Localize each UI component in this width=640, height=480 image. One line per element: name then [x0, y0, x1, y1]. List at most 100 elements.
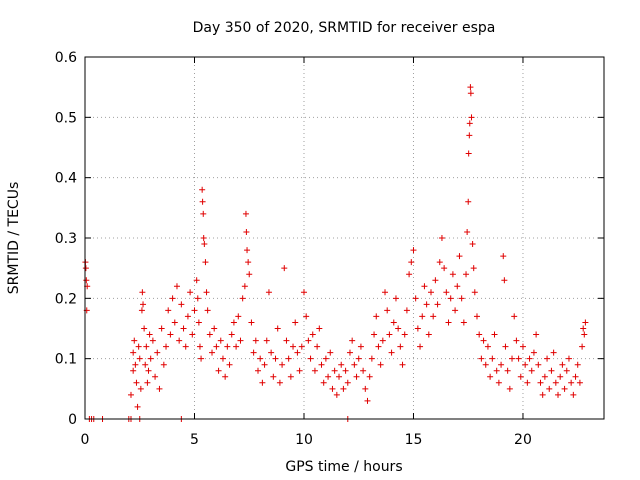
data-point [165, 307, 172, 314]
data-point [366, 373, 373, 380]
data-point [546, 385, 553, 392]
data-point [434, 301, 441, 308]
data-point [198, 355, 205, 362]
data-point [322, 355, 329, 362]
data-point [305, 337, 312, 344]
data-point [194, 295, 201, 302]
data-point [550, 349, 557, 356]
data-point [535, 361, 542, 368]
data-point [180, 325, 187, 332]
data-point [570, 391, 577, 398]
data-point [235, 313, 242, 320]
data-point [436, 259, 443, 266]
data-point [147, 355, 154, 362]
data-point [250, 349, 257, 356]
data-point [298, 343, 305, 350]
data-point [196, 343, 203, 350]
data-point [338, 361, 345, 368]
data-point [456, 253, 463, 260]
data-points [82, 84, 589, 422]
data-point [395, 325, 402, 332]
data-point [421, 283, 428, 290]
data-point [557, 373, 564, 380]
data-point [244, 247, 251, 254]
data-point [386, 331, 393, 338]
data-point [544, 355, 551, 362]
data-point [340, 385, 347, 392]
data-point [561, 385, 568, 392]
data-point [209, 349, 216, 356]
data-point [482, 361, 489, 368]
data-point [160, 361, 167, 368]
data-point [360, 367, 367, 374]
data-point [224, 343, 231, 350]
data-point [502, 343, 509, 350]
data-point [342, 367, 349, 374]
data-point [169, 295, 176, 302]
data-point [470, 265, 477, 272]
data-point [428, 289, 434, 296]
data-point [211, 325, 218, 332]
data-point [149, 337, 156, 344]
data-point [327, 349, 334, 356]
data-point [241, 283, 248, 290]
data-point [294, 349, 301, 356]
x-axis-label: GPS time / hours [285, 459, 402, 475]
data-point [204, 307, 211, 314]
data-point [268, 349, 275, 356]
data-point [279, 361, 286, 368]
data-point [498, 361, 505, 368]
data-point [515, 355, 522, 362]
data-point [135, 343, 142, 350]
data-point [384, 307, 391, 314]
data-point [203, 289, 210, 296]
data-point [246, 271, 253, 278]
data-point [200, 235, 207, 241]
data-point [484, 343, 491, 350]
data-point [465, 150, 472, 157]
data-point [272, 355, 279, 362]
data-point [491, 331, 498, 338]
data-point [568, 379, 575, 386]
data-point [195, 319, 202, 326]
data-point [184, 313, 191, 320]
y-tick-label: 0.4 [55, 171, 77, 187]
data-point [296, 367, 303, 374]
data-point [445, 319, 452, 326]
data-point [285, 355, 292, 362]
data-point [408, 259, 415, 266]
data-point [189, 331, 196, 338]
data-point [131, 337, 138, 344]
data-point [292, 319, 299, 326]
data-point [432, 277, 439, 284]
data-point [158, 325, 165, 332]
data-point [143, 343, 150, 350]
data-point [377, 361, 384, 368]
data-point [565, 355, 572, 362]
data-point [239, 295, 246, 302]
data-point [290, 343, 297, 350]
data-point [325, 373, 332, 380]
data-point [423, 301, 430, 308]
data-point [581, 331, 588, 338]
data-point [309, 331, 316, 338]
data-point [83, 277, 90, 284]
data-point [487, 373, 494, 380]
data-point [138, 307, 145, 314]
data-point [373, 313, 380, 320]
data-point [173, 283, 180, 290]
data-point [311, 367, 318, 374]
data-point [463, 271, 470, 278]
data-point [390, 319, 397, 326]
data-point [255, 367, 261, 374]
data-point [187, 289, 194, 296]
data-point [478, 355, 485, 362]
data-point [261, 361, 268, 368]
data-point [163, 343, 170, 350]
data-point [265, 289, 272, 296]
data-point [219, 355, 226, 362]
data-point [242, 210, 249, 217]
chart-title: Day 350 of 2020, SRMTID for receiver esp… [193, 20, 496, 36]
data-point [226, 361, 233, 368]
data-point [333, 391, 340, 398]
